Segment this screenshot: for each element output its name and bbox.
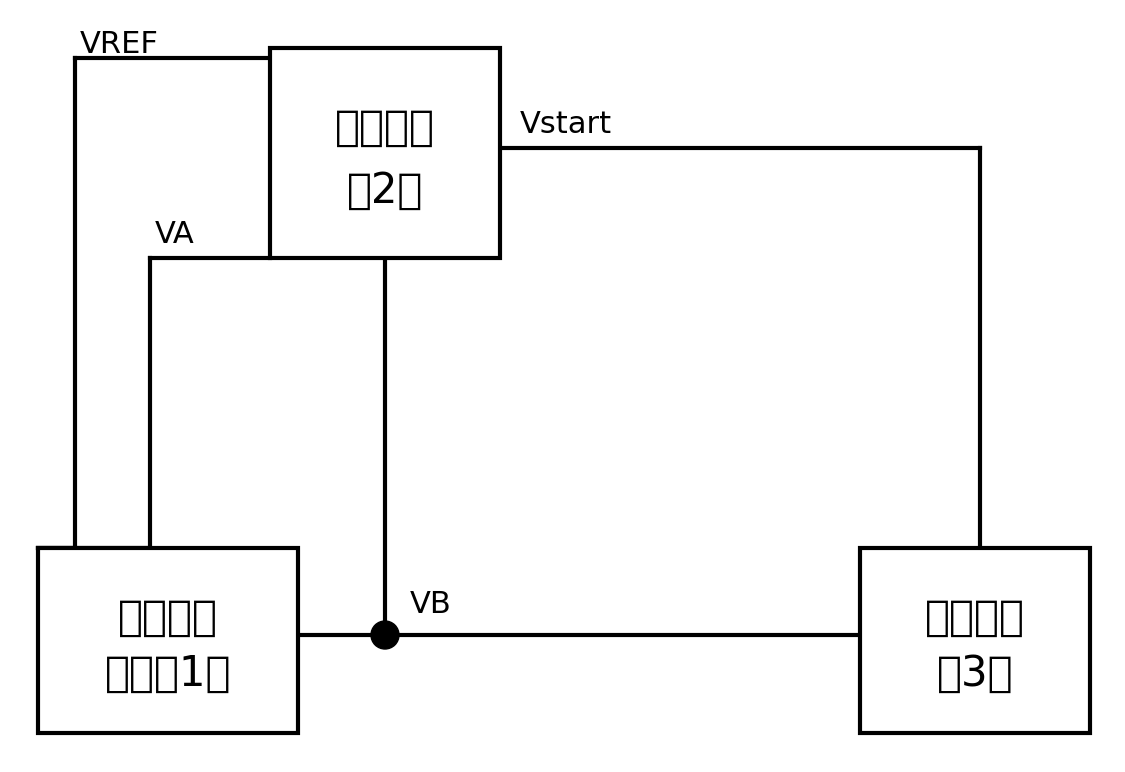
Text: 钳位单元: 钳位单元 — [335, 107, 435, 149]
Circle shape — [371, 621, 399, 649]
Text: （2）: （2） — [346, 170, 423, 212]
Bar — [270, 48, 500, 258]
Text: Vstart: Vstart — [520, 110, 612, 139]
Bar — [38, 548, 298, 733]
Text: VB: VB — [410, 590, 452, 619]
Text: 带隙核心: 带隙核心 — [118, 598, 218, 639]
Bar — [860, 548, 1090, 733]
Text: （3）: （3） — [937, 653, 1014, 695]
Text: 启动单元: 启动单元 — [925, 598, 1025, 639]
Text: VREF: VREF — [80, 30, 159, 59]
Text: 单元（1）: 单元（1） — [105, 653, 232, 695]
Text: VA: VA — [155, 220, 195, 249]
